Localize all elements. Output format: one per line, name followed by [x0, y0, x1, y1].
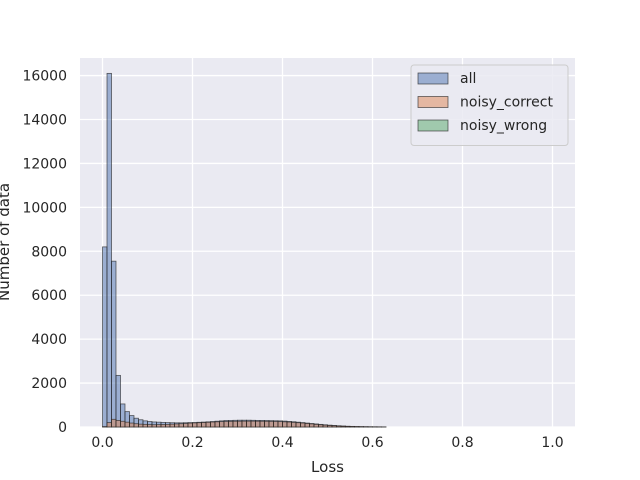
y-axis-ticks: 0 2000 4000 6000 8000 10000 12000 14000 16000 — [22, 69, 67, 436]
histogram-bar-noisy-correct — [313, 423, 319, 428]
y-tick-label: 4000 — [31, 332, 67, 348]
x-tick-label: 0.0 — [91, 435, 113, 451]
y-axis-label: Number of data — [0, 183, 13, 301]
y-tick-label: 6000 — [31, 288, 67, 304]
histogram-bar-noisy-correct — [259, 420, 265, 428]
x-axis-label: Loss — [311, 458, 344, 476]
histogram-bar-noisy-correct — [156, 424, 162, 428]
histogram-bar-noisy-correct — [106, 422, 112, 428]
histogram-bar-noisy-correct — [205, 421, 211, 428]
legend-label-noisy-wrong: noisy_wrong — [460, 118, 547, 134]
y-tick-label: 8000 — [31, 244, 67, 260]
histogram-bar-noisy-correct — [228, 420, 234, 428]
y-tick-label: 2000 — [31, 376, 67, 392]
histogram-bar-noisy-correct — [124, 421, 130, 428]
y-tick-label: 12000 — [22, 156, 67, 172]
legend-label-noisy-correct: noisy_correct — [460, 95, 553, 111]
x-tick-label: 0.2 — [181, 435, 203, 451]
histogram-bar-noisy-correct — [120, 420, 126, 428]
histogram-bar-noisy-correct — [111, 418, 117, 428]
histogram-bar-noisy-correct — [340, 425, 346, 428]
histogram-bar-noisy-correct — [336, 425, 342, 428]
histogram-bar-noisy-correct — [183, 423, 189, 428]
histogram-bar-all — [115, 374, 121, 428]
legend-box — [410, 64, 569, 146]
histogram-bar-noisy-correct — [192, 422, 198, 428]
legend: all noisy_correct noisy_wrong — [410, 64, 569, 146]
histogram-bar-noisy-correct — [133, 423, 139, 428]
histogram-bar-noisy-correct — [187, 422, 193, 428]
y-tick-label: 0 — [58, 420, 67, 436]
histogram-bar-noisy-correct — [250, 420, 256, 428]
histogram-bar-noisy-correct — [174, 423, 180, 428]
histogram-bar-noisy-correct — [147, 424, 153, 428]
histogram-bar-noisy-correct — [246, 420, 252, 428]
histogram-bar-noisy-correct — [178, 423, 184, 428]
histogram-bar-noisy-correct — [237, 420, 243, 428]
x-tick-label: 0.8 — [451, 435, 473, 451]
histogram-bar-noisy-correct — [322, 424, 328, 428]
y-tick-label: 10000 — [22, 200, 67, 216]
x-tick-label: 0.6 — [361, 435, 383, 451]
histogram-bar-noisy-correct — [223, 421, 229, 428]
histogram-bar-noisy-correct — [214, 421, 220, 428]
histogram-bar-noisy-correct — [295, 422, 301, 428]
histogram-bar-noisy-correct — [169, 423, 175, 428]
histogram-bar-noisy-correct — [241, 420, 247, 428]
histogram-bar-noisy-correct — [286, 421, 292, 428]
histogram-bar-noisy-correct — [331, 425, 337, 428]
histogram-bars — [102, 72, 387, 428]
y-tick-label: 16000 — [22, 69, 67, 85]
histogram-bar-noisy-correct — [264, 420, 270, 428]
x-tick-label: 0.4 — [271, 435, 293, 451]
histogram-bar-noisy-correct — [327, 425, 333, 428]
histogram-bar-noisy-correct — [291, 421, 297, 428]
histogram-bar-noisy-correct — [268, 420, 274, 428]
histogram-bar-noisy-correct — [165, 423, 171, 428]
histogram-bar-noisy-correct — [277, 421, 283, 428]
histogram-bar-noisy-correct — [304, 423, 310, 428]
histogram-bar-noisy-correct — [255, 420, 261, 428]
histogram-bar-noisy-correct — [115, 420, 121, 428]
histogram-bar-noisy-correct — [318, 424, 324, 428]
legend-label-all: all — [460, 71, 476, 87]
histogram-bar-noisy-correct — [300, 422, 306, 428]
legend-swatch-all — [417, 72, 449, 85]
histogram-bar-all — [102, 246, 108, 428]
x-tick-label: 1.0 — [541, 435, 563, 451]
histogram-bar-noisy-correct — [210, 421, 216, 428]
legend-swatch-noisy-wrong — [417, 119, 449, 132]
histogram-bar-noisy-correct — [345, 425, 351, 428]
histogram-bar-noisy-correct — [309, 423, 315, 428]
histogram-bar-noisy-correct — [142, 423, 148, 428]
legend-swatch-noisy-correct — [417, 96, 449, 108]
histogram-bar-noisy-correct — [201, 422, 207, 428]
histogram-bar-all — [111, 260, 117, 428]
histogram-bar-noisy-correct — [273, 421, 279, 428]
histogram-bar-noisy-correct — [282, 421, 288, 428]
y-tick-label: 14000 — [22, 113, 67, 129]
histogram-bar-noisy-correct — [219, 421, 225, 428]
grid-lines — [80, 58, 575, 428]
x-axis-ticks: 0.0 0.2 0.4 0.6 0.8 1.0 — [91, 435, 563, 451]
histogram-bar-all — [106, 72, 112, 428]
histogram-bar-noisy-correct — [196, 422, 202, 428]
histogram-bar-noisy-correct — [138, 423, 144, 428]
histogram-bar-noisy-correct — [151, 424, 157, 428]
histogram-bar-noisy-correct — [232, 420, 238, 428]
histogram-bar-noisy-correct — [129, 422, 135, 428]
histogram-bar-noisy-correct — [160, 424, 166, 428]
